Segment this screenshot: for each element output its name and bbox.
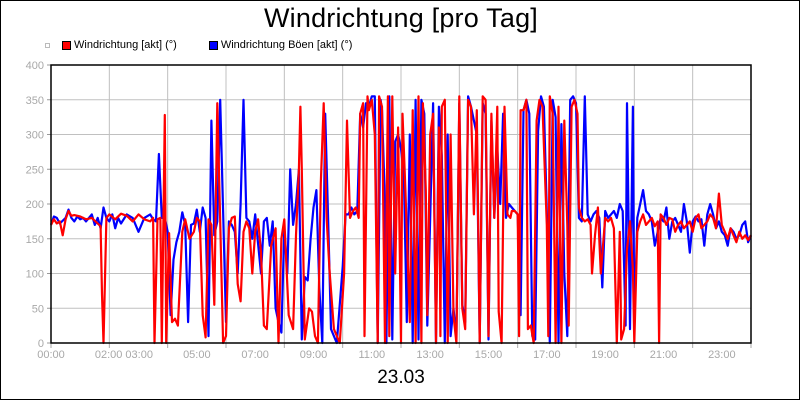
x-axis-date-label: 23.03 bbox=[377, 367, 425, 388]
chart-legend: Windrichtung [akt] (°) Windrichtung Böen… bbox=[45, 39, 384, 51]
x-tick-label: 13:00 bbox=[416, 349, 444, 361]
series-line-0 bbox=[50, 95, 752, 345]
chart-title: Windrichtung [pro Tag] bbox=[263, 3, 539, 33]
data-series bbox=[49, 95, 753, 345]
x-tick-label: 05:00 bbox=[183, 349, 211, 361]
x-tick-label: 02:00 03:00 bbox=[95, 349, 153, 361]
y-axis: 0 50 100 150 200 250 300 350 400 bbox=[26, 60, 51, 350]
plot-border bbox=[50, 64, 752, 344]
y-tick-label: 150 bbox=[26, 234, 44, 246]
y-tick-label: 100 bbox=[26, 269, 44, 281]
legend-marker-icon bbox=[45, 42, 50, 48]
y-tick-label: 50 bbox=[32, 303, 44, 315]
x-tick-label: 15:00 bbox=[475, 349, 503, 361]
x-tick-label: 07:00 bbox=[241, 349, 269, 361]
y-tick-label: 200 bbox=[26, 199, 44, 211]
x-tick-label: 23:00 bbox=[708, 349, 736, 361]
y-tick-label: 0 bbox=[38, 338, 44, 350]
y-tick-label: 250 bbox=[26, 164, 44, 176]
legend-label: Windrichtung [akt] (°) bbox=[74, 39, 177, 51]
x-tick-label: 21:00 bbox=[650, 349, 678, 361]
x-tick-label: 19:00 bbox=[591, 349, 619, 361]
x-axis: 00:00 02:00 03:00 05:00 07:00 09:00 11:00 13:0… bbox=[37, 343, 752, 361]
legend-item-windrichtung-boeen[interactable]: Windrichtung Böen [akt] (°) bbox=[208, 39, 353, 51]
y-tick-label: 400 bbox=[26, 60, 44, 72]
blue-swatch-icon bbox=[208, 40, 218, 50]
x-tick-label: 17:00 bbox=[533, 349, 561, 361]
x-tick-label: 00:00 bbox=[37, 349, 65, 361]
legend-item-windrichtung[interactable]: Windrichtung [akt] (°) bbox=[62, 39, 177, 51]
y-tick-label: 300 bbox=[26, 130, 44, 142]
x-tick-label: 11:00 bbox=[358, 349, 385, 361]
red-swatch-icon bbox=[62, 40, 71, 50]
x-tick-label: 09:00 bbox=[300, 349, 328, 361]
y-tick-label: 350 bbox=[26, 95, 44, 107]
legend-label: Windrichtung Böen [akt] (°) bbox=[220, 39, 353, 51]
